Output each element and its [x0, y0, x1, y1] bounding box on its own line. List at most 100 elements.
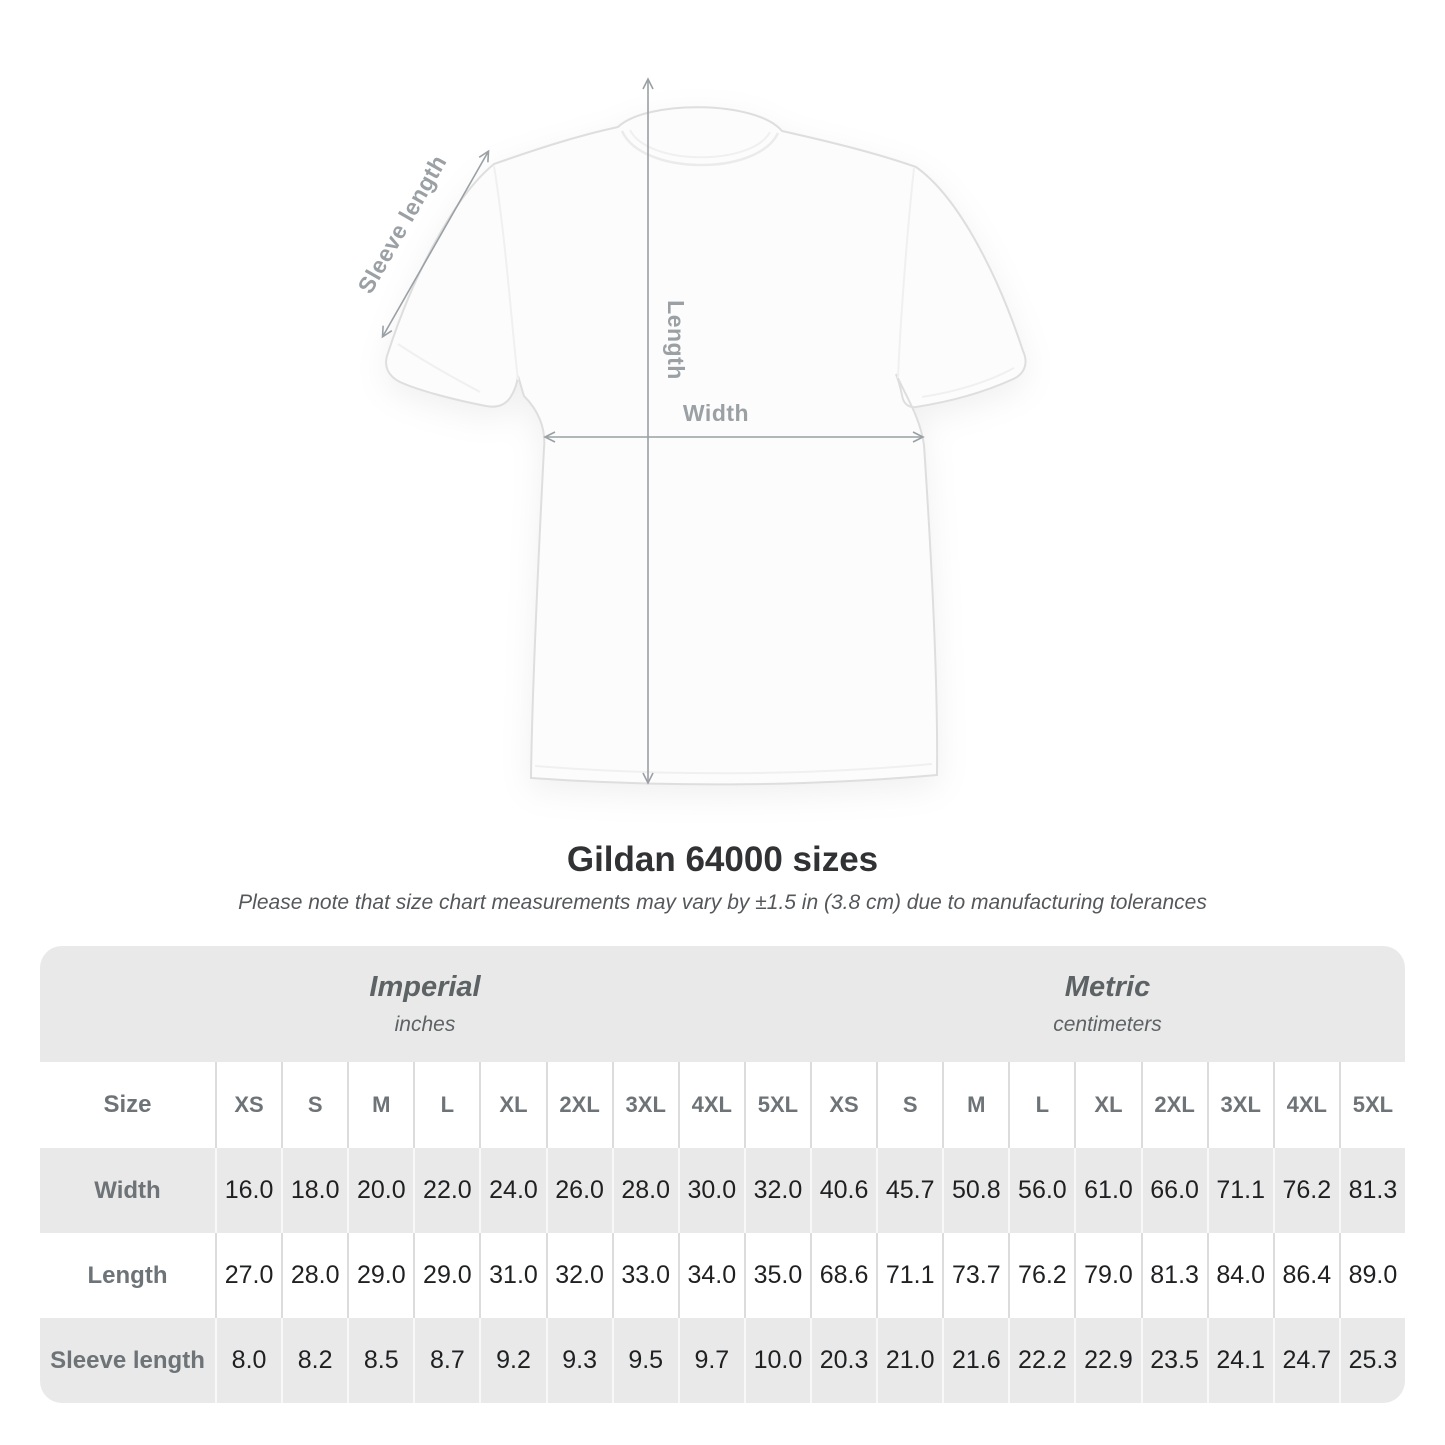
value-cell-metric: 81.3 [1338, 1148, 1405, 1233]
size-col-header-imperial-3xl: 3XL [611, 1062, 678, 1148]
value-cell-metric: 68.6 [810, 1233, 876, 1318]
size-col-header-metric-2xl: 2XL [1140, 1062, 1207, 1148]
value-cell-imperial: 32.0 [743, 1148, 810, 1233]
value-cell-metric: 45.7 [876, 1148, 942, 1233]
imperial-title: Imperial [369, 971, 481, 1003]
value-cell-metric: 71.1 [876, 1233, 942, 1318]
value-cell-imperial: 24.0 [479, 1148, 545, 1233]
left-armhole-seam [493, 165, 519, 381]
value-cell-metric: 84.0 [1206, 1233, 1273, 1318]
value-cell-imperial: 16.0 [215, 1148, 281, 1233]
metric-unit: centimeters [1053, 1013, 1162, 1036]
value-cell-metric: 79.0 [1074, 1233, 1140, 1318]
tshirt-illustration [385, 106, 1027, 786]
value-cell-metric: 22.9 [1074, 1318, 1140, 1403]
size-col-header-metric-l: L [1008, 1062, 1074, 1148]
size-table-grid: Size XS S M L XL 2XL 3XL 4XL 5XL XS S M L XL 2XL 3XL 4XL 5… [40, 1062, 1405, 1403]
imperial-header-section: Imperial inches [40, 946, 810, 1062]
size-col-header-imperial-l: L [413, 1062, 479, 1148]
tolerance-note: Please note that size chart measurements… [238, 891, 1207, 914]
value-cell-metric: 61.0 [1074, 1148, 1140, 1233]
size-col-header-metric-5xl: 5XL [1338, 1062, 1405, 1148]
size-col-header-imperial-s: S [281, 1062, 347, 1148]
value-cell-imperial: 9.3 [545, 1318, 612, 1403]
tshirt-body-outline [385, 106, 1027, 786]
width-dimension-label: Width [683, 400, 749, 426]
value-cell-metric: 24.1 [1206, 1318, 1273, 1403]
value-cell-imperial: 30.0 [677, 1148, 744, 1233]
value-cell-imperial: 9.2 [479, 1318, 545, 1403]
value-cell-imperial: 35.0 [743, 1233, 810, 1318]
value-cell-imperial: 8.2 [281, 1318, 347, 1403]
metric-header-section: Metric centimeters [810, 946, 1405, 1062]
value-cell-metric: 86.4 [1272, 1233, 1339, 1318]
value-cell-imperial: 28.0 [281, 1233, 347, 1318]
value-cell-metric: 21.0 [876, 1318, 942, 1403]
size-table: Imperial inches Metric centimeters Size X… [40, 946, 1405, 1403]
unit-header-band: Imperial inches Metric centimeters [40, 946, 1405, 1062]
imperial-unit: inches [394, 1013, 456, 1036]
collar-ribbing-seam [629, 129, 771, 159]
value-cell-metric: 73.7 [942, 1233, 1008, 1318]
value-cell-metric: 56.0 [1008, 1148, 1074, 1233]
value-cell-metric: 22.2 [1008, 1318, 1074, 1403]
value-cell-metric: 89.0 [1338, 1233, 1405, 1318]
size-header-label: Size [103, 1091, 152, 1118]
value-cell-imperial: 26.0 [545, 1148, 612, 1233]
size-header-row: Size XS S M L XL 2XL 3XL 4XL 5XL XS S M L XL 2XL 3XL 4XL 5… [40, 1062, 1405, 1148]
value-cell-imperial: 32.0 [545, 1233, 612, 1318]
value-cell-imperial: 29.0 [413, 1233, 479, 1318]
value-cell-imperial: 10.0 [743, 1318, 810, 1403]
value-cell-metric: 24.7 [1272, 1318, 1339, 1403]
collar-inner-seam [620, 130, 780, 167]
value-cell-imperial: 31.0 [479, 1233, 545, 1318]
page-title: Gildan 64000 sizes [566, 840, 879, 879]
value-cell-metric: 71.1 [1206, 1148, 1273, 1233]
value-cell-metric: 40.6 [810, 1148, 876, 1233]
size-col-header-imperial-xl: XL [479, 1062, 545, 1148]
size-col-header-metric-3xl: 3XL [1206, 1062, 1273, 1148]
value-cell-imperial: 33.0 [611, 1233, 678, 1318]
size-col-header-metric-m: M [942, 1062, 1008, 1148]
bottom-hem-seam [534, 763, 933, 775]
value-cell-metric: 25.3 [1338, 1318, 1405, 1403]
right-armhole-seam [897, 167, 915, 379]
value-cell-metric: 21.6 [942, 1318, 1008, 1403]
tshirt-measurement-diagram: Sleeve length Length Width [352, 77, 1027, 786]
value-cell-metric: 76.2 [1272, 1148, 1339, 1233]
size-col-header-imperial-2xl: 2XL [545, 1062, 612, 1148]
sleeve-length-arrow [381, 149, 490, 339]
right-sleeve-hem [921, 367, 1015, 398]
value-cell-imperial: 9.5 [611, 1318, 678, 1403]
value-cell-metric: 20.3 [810, 1318, 876, 1403]
value-cell-imperial: 18.0 [281, 1148, 347, 1233]
table-row-width: Width 16.0 18.0 20.0 22.0 24.0 26.0 28.0 30.0 32.… [40, 1148, 1405, 1233]
length-dimension-label: Length [663, 300, 689, 380]
value-cell-imperial: 27.0 [215, 1233, 281, 1318]
row-label: Sleeve length [50, 1346, 205, 1374]
value-cell-imperial: 20.0 [347, 1148, 413, 1233]
table-row-length: Length 27.0 28.0 29.0 29.0 31.0 32.0 33.0 34.0 35… [40, 1233, 1405, 1318]
value-cell-metric: 50.8 [942, 1148, 1008, 1233]
size-col-header-metric-s: S [876, 1062, 942, 1148]
value-cell-metric: 81.3 [1140, 1233, 1207, 1318]
size-col-header-imperial-m: M [347, 1062, 413, 1148]
value-cell-imperial: 28.0 [611, 1148, 678, 1233]
value-cell-metric: 23.5 [1140, 1318, 1207, 1403]
value-cell-metric: 76.2 [1008, 1233, 1074, 1318]
value-cell-imperial: 8.7 [413, 1318, 479, 1403]
value-cell-imperial: 8.0 [215, 1318, 281, 1403]
value-cell-imperial: 22.0 [413, 1148, 479, 1233]
size-col-header-imperial-4xl: 4XL [677, 1062, 744, 1148]
metric-title: Metric [1064, 971, 1151, 1003]
left-sleeve-hem [397, 343, 481, 393]
row-label: Length [87, 1261, 168, 1289]
table-row-sleeve-length: Sleeve length 8.0 8.2 8.5 8.7 9.2 9.3 9.5 9.7 10.… [40, 1318, 1405, 1403]
size-col-header-metric-xs: XS [810, 1062, 876, 1148]
value-cell-imperial: 34.0 [677, 1233, 744, 1318]
size-col-header-metric-4xl: 4XL [1272, 1062, 1339, 1148]
size-col-header-imperial-5xl: 5XL [743, 1062, 810, 1148]
row-label: Width [94, 1176, 161, 1204]
value-cell-metric: 66.0 [1140, 1148, 1207, 1233]
size-col-header-metric-xl: XL [1074, 1062, 1140, 1148]
